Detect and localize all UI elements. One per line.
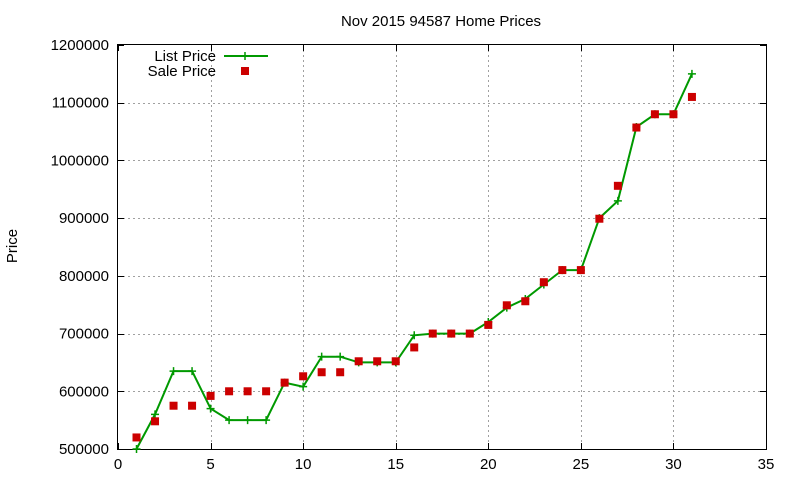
plot-frame: [117, 44, 767, 450]
list-price-point: [206, 404, 215, 413]
x-tick-label: 0: [114, 456, 122, 473]
sale-price-point: [687, 92, 696, 101]
y-tick-labels: 500000 600000 700000 800000 900000 1000000 110…: [51, 37, 109, 458]
sale-price-point: [262, 387, 271, 396]
legend-marker-sale-price: [241, 67, 249, 75]
sale-price-point: [188, 401, 197, 410]
list-price-point: [336, 352, 345, 361]
sale-price-point: [317, 368, 326, 377]
sale-price-point: [447, 329, 456, 338]
x-tick-label: 30: [665, 456, 682, 473]
sale-price-point: [558, 266, 567, 275]
y-axis-label: Price: [4, 229, 21, 263]
sale-price-point: [669, 110, 678, 119]
list-price-point: [169, 367, 178, 376]
x-tick-labels: 0 5 10 15 20 25 30 35: [114, 456, 775, 473]
sale-price-point: [225, 387, 234, 396]
sale-price-point: [169, 401, 178, 410]
sale-price-point: [465, 329, 474, 338]
sale-price-point: [539, 278, 548, 287]
legend-label-sale-price: Sale Price: [148, 63, 216, 80]
sale-price-point: [336, 368, 345, 377]
sale-price-point: [391, 357, 400, 366]
sale-price-point: [243, 387, 252, 396]
y-tick-label: 600000: [59, 383, 109, 400]
sale-price-point: [299, 372, 308, 381]
sale-price-point: [280, 378, 289, 387]
y-tick-label: 900000: [59, 210, 109, 227]
legend-marker-list-price: [241, 52, 249, 60]
x-tick-label: 15: [387, 456, 404, 473]
list-price-point: [188, 367, 197, 376]
sale-price-point: [132, 433, 141, 442]
grid: [118, 45, 766, 449]
sale-price-point: [521, 297, 530, 306]
y-tick-label: 1100000: [52, 95, 109, 112]
list-price-point: [299, 382, 308, 391]
list-price-point: [317, 352, 326, 361]
axis-ticks: [118, 45, 767, 450]
sale-price-point: [484, 320, 493, 329]
x-tick-label: 20: [480, 456, 497, 473]
series-layer: [132, 69, 696, 453]
y-tick-label: 700000: [59, 326, 109, 343]
sale-price-point: [151, 417, 160, 426]
sale-price-point: [354, 357, 363, 366]
y-tick-label: 1000000: [51, 152, 109, 169]
sale-price-point: [410, 343, 419, 352]
y-tick-label: 800000: [59, 268, 109, 285]
sale-price-point: [502, 301, 511, 310]
list-price-point: [613, 196, 622, 205]
sale-price-point: [613, 181, 622, 190]
series-sale-price: [132, 92, 696, 442]
sale-price-point: [373, 357, 382, 366]
x-tick-label: 5: [206, 456, 214, 473]
list-price-point: [410, 331, 419, 340]
legend-label-list-price: List Price: [154, 48, 216, 65]
y-tick-label: 500000: [59, 441, 109, 458]
list-price-point: [687, 69, 696, 78]
list-price-line: [135, 73, 693, 450]
list-price-point: [243, 416, 252, 425]
sale-price-point: [206, 391, 215, 400]
list-price-point: [262, 416, 271, 425]
x-tick-label: 25: [573, 456, 590, 473]
legend: List Price Sale Price: [148, 48, 268, 80]
list-price-point: [225, 416, 234, 425]
series-list-price: [132, 69, 696, 453]
sale-price-point: [632, 123, 641, 132]
x-tick-label: 35: [758, 456, 775, 473]
list-price-point: [151, 410, 160, 419]
y-tick-label: 1200000: [51, 37, 109, 54]
sale-price-point: [595, 214, 604, 223]
list-price-point: [132, 445, 141, 453]
sale-price-point: [576, 266, 585, 275]
sale-price-point: [428, 329, 437, 338]
sale-price-point: [650, 110, 659, 119]
chart-title: Nov 2015 94587 Home Prices: [341, 13, 541, 30]
x-tick-label: 10: [295, 456, 312, 473]
